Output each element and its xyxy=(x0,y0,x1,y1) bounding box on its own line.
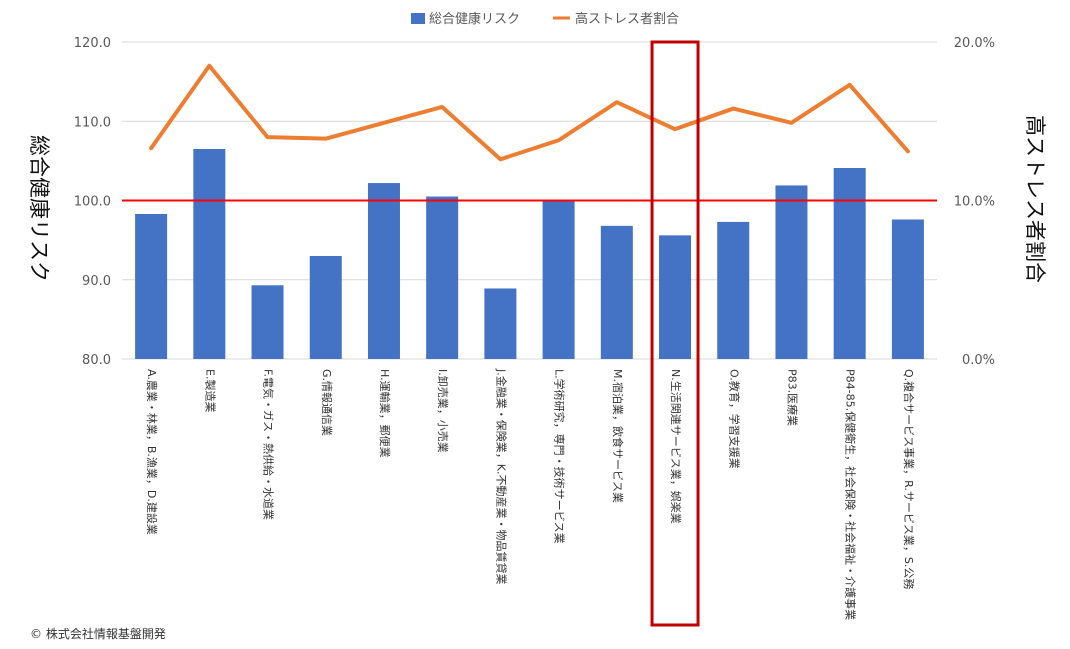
bar xyxy=(484,288,517,359)
category-label: A.農業・林業，B.漁業，D.建設業 xyxy=(145,369,159,535)
legend: 総合健康リスク 高ストレス者割合 xyxy=(411,11,679,27)
category-label: H.運輸業，郵便業 xyxy=(378,369,392,458)
category-label: L.学術研究，専門・技術サービス業 xyxy=(553,369,567,544)
y-right-tick-label: 20.0% xyxy=(954,36,995,51)
y-left-tick-label: 80.0 xyxy=(82,353,111,368)
y-left-tick-label: 120.0 xyxy=(74,36,111,51)
bar xyxy=(600,225,633,359)
legend-swatch-bar xyxy=(411,13,425,24)
y-left-axis-title: 総合健康リスク xyxy=(27,135,51,282)
bar xyxy=(251,285,284,359)
copyright-notice: © 株式会社情報基盤開発 xyxy=(30,627,166,641)
bar xyxy=(135,213,168,359)
bar xyxy=(542,201,575,359)
legend-label-bar: 総合健康リスク xyxy=(429,11,520,27)
bar xyxy=(891,219,924,359)
bar xyxy=(367,183,400,359)
y-right-axis-title: 高ストレス者割合 xyxy=(1023,115,1047,283)
bar xyxy=(833,168,866,359)
category-label: G.情報通信業 xyxy=(320,369,333,436)
bar xyxy=(717,221,750,359)
highlight-box xyxy=(650,40,700,627)
category-label: I.卸売業，小売業 xyxy=(436,369,450,453)
legend-label-line: 高ストレス者割合 xyxy=(575,11,679,27)
bar xyxy=(426,196,459,359)
category-label: P84-85.保健衛生，社会保険・社会福祉・介護事業 xyxy=(844,369,858,620)
bar xyxy=(309,255,342,359)
category-label: M.宿泊業，飲食サービス業 xyxy=(611,369,625,503)
y-left-tick-label: 110.0 xyxy=(74,115,111,130)
category-label: N.生活関連サービス業，娯楽業 xyxy=(669,369,683,524)
line-series xyxy=(149,63,910,162)
bar xyxy=(193,148,226,359)
y-right-tick-label: 0.0% xyxy=(962,353,995,368)
category-label: J.金融業・保険業，K.不動産業・物品賃貸業 xyxy=(494,368,508,584)
y-left-tick-label: 90.0 xyxy=(82,274,111,289)
category-label: Q.複合サービス事業，R.サービス業，S.公務 xyxy=(902,369,916,589)
bar xyxy=(659,235,692,359)
category-label: P83.医療業 xyxy=(785,369,799,426)
y-right-tick-label: 10.0% xyxy=(954,195,995,210)
y-left-tick-label: 100.0 xyxy=(74,195,111,210)
bar xyxy=(775,185,808,359)
category-label: O.教育，学習支援業 xyxy=(727,369,741,469)
category-label: F.電気・ガス・熱供給・水道業 xyxy=(262,369,276,520)
category-label: E.製造業 xyxy=(203,369,217,412)
